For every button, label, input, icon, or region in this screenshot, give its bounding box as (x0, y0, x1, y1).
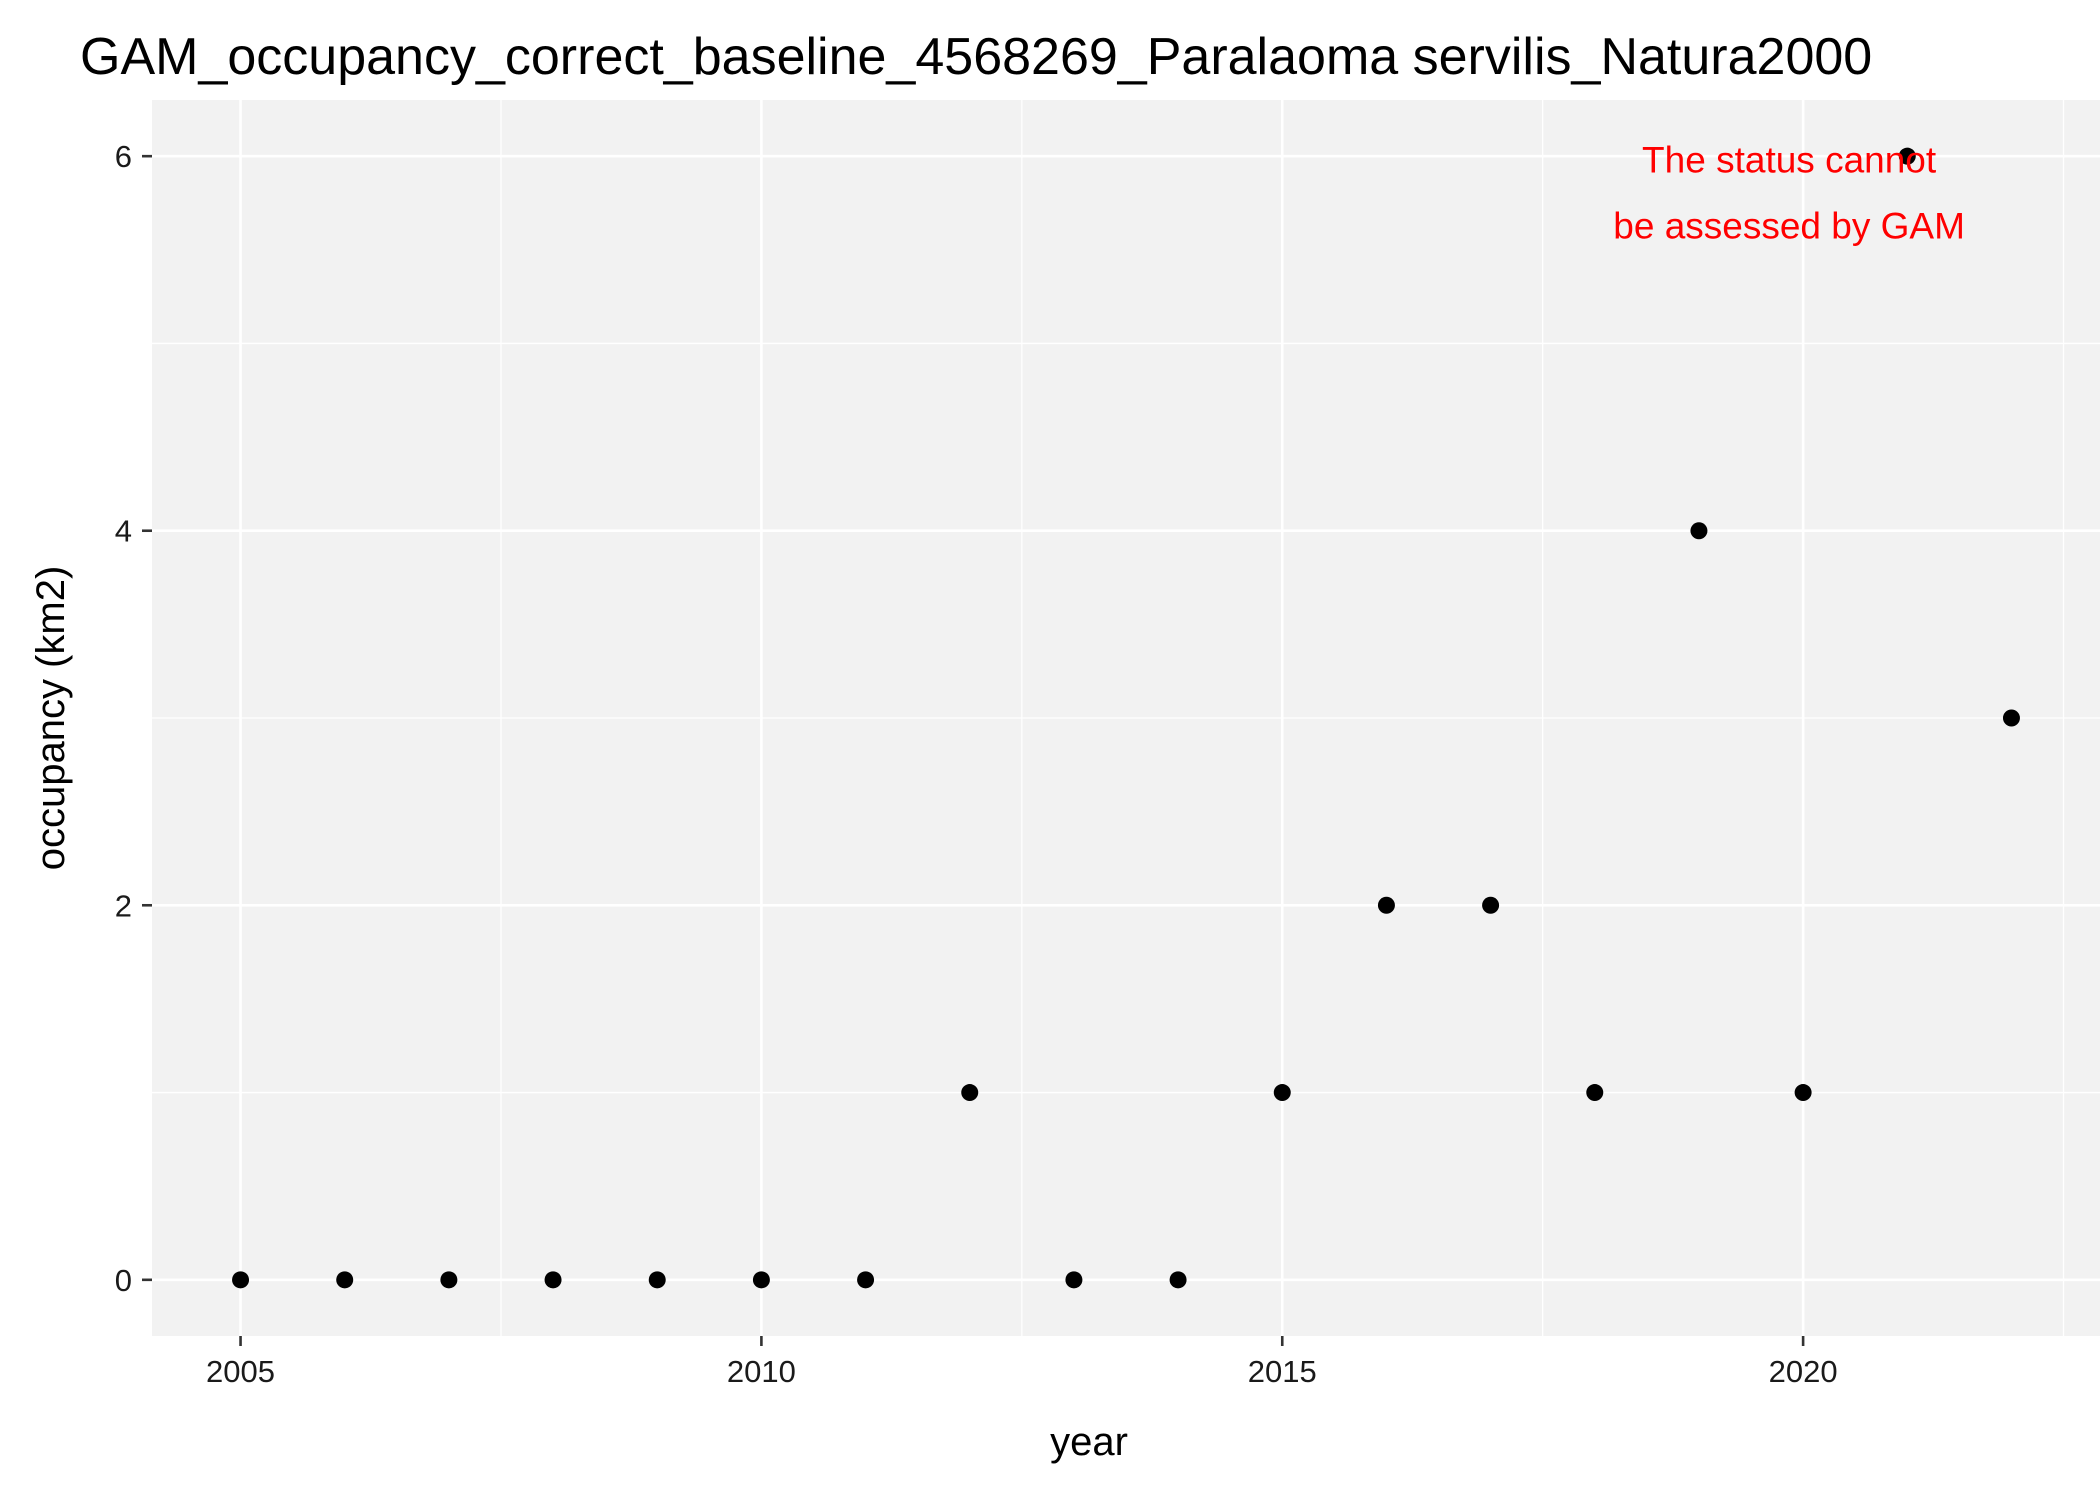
x-tick-label: 2015 (1248, 1354, 1317, 1389)
data-point (1169, 1271, 1187, 1289)
y-tick-label: 0 (115, 1263, 132, 1298)
data-point (2002, 709, 2020, 727)
data-point (1898, 147, 1916, 165)
data-point (440, 1271, 458, 1289)
chart-title: GAM_occupancy_correct_baseline_4568269_P… (80, 28, 1872, 86)
data-point (648, 1271, 666, 1289)
y-axis: 0 2 4 6 (115, 139, 152, 1298)
data-points (232, 147, 2020, 1289)
data-point (1377, 896, 1395, 914)
data-point (1065, 1271, 1083, 1289)
data-point (1273, 1084, 1291, 1102)
data-point (1690, 522, 1708, 540)
data-point (544, 1271, 562, 1289)
y-axis-title: occupancy (km2) (29, 566, 73, 871)
data-point (857, 1271, 875, 1289)
minor-gridlines (152, 100, 2100, 1336)
data-point (752, 1271, 770, 1289)
annotation-line: be assessed by GAM (1613, 206, 1965, 247)
x-axis: 2005 2010 2015 2020 (206, 1336, 1838, 1389)
data-point (232, 1271, 250, 1289)
data-point (1482, 896, 1500, 914)
major-gridlines (152, 100, 2100, 1336)
x-tick-label: 2010 (727, 1354, 796, 1389)
chart-annotation: The status cannot be assessed by GAM (1613, 140, 1965, 247)
data-point (336, 1271, 354, 1289)
annotation-line: The status cannot (1642, 140, 1937, 181)
y-tick-label: 2 (115, 888, 132, 923)
data-point (1586, 1084, 1604, 1102)
data-point (1794, 1084, 1812, 1102)
y-tick-label: 6 (115, 139, 132, 174)
y-tick-label: 4 (115, 514, 132, 549)
x-tick-label: 2020 (1769, 1354, 1838, 1389)
x-tick-label: 2005 (206, 1354, 275, 1389)
x-axis-title: year (1050, 1420, 1128, 1464)
data-point (961, 1084, 979, 1102)
